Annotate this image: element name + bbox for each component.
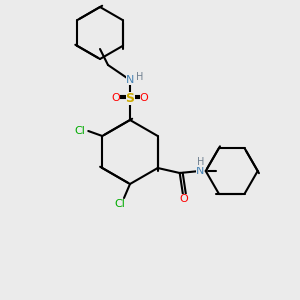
- Text: N: N: [126, 75, 134, 85]
- Text: Cl: Cl: [75, 126, 86, 136]
- Text: H: H: [197, 157, 204, 167]
- Text: N: N: [196, 166, 204, 176]
- Text: Cl: Cl: [115, 199, 125, 209]
- Text: S: S: [125, 92, 134, 104]
- Text: H: H: [136, 72, 144, 82]
- Text: O: O: [112, 93, 120, 103]
- Text: O: O: [140, 93, 148, 103]
- Text: O: O: [179, 194, 188, 204]
